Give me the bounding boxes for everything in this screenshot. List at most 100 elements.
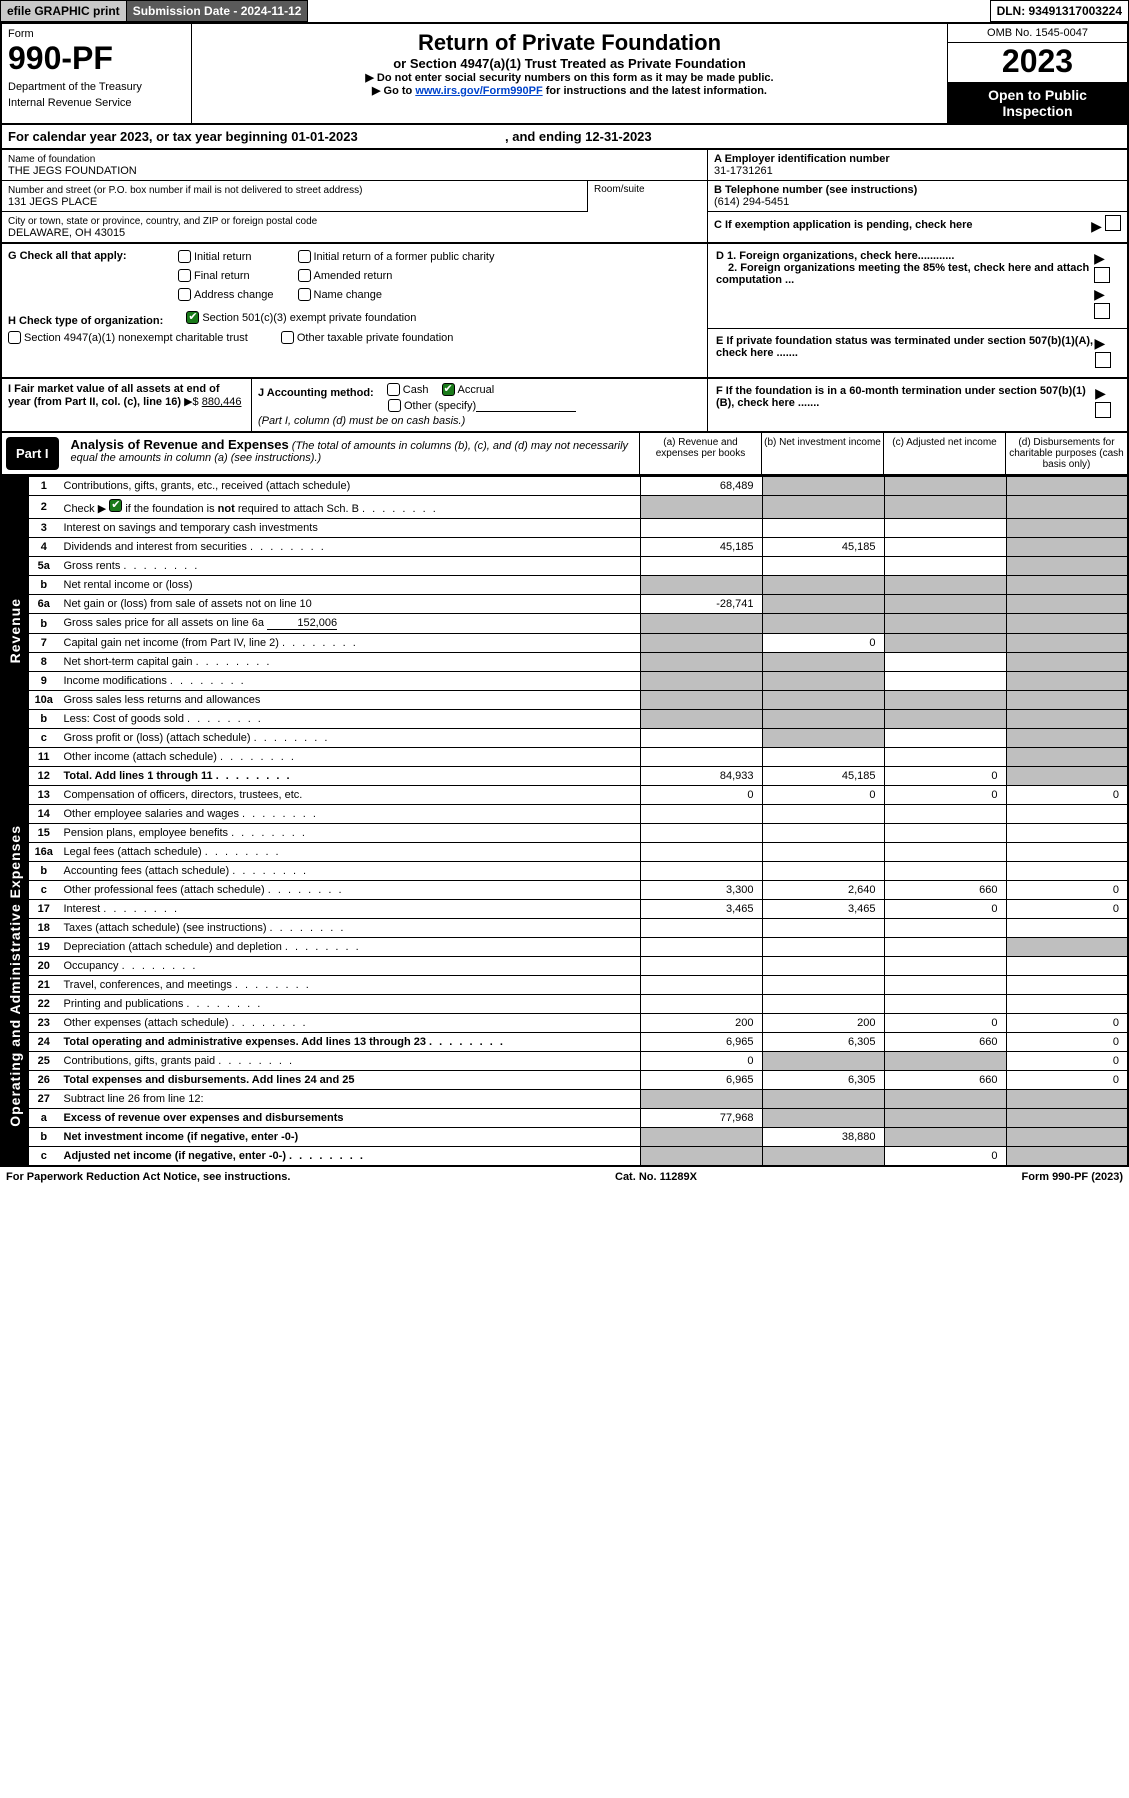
name-label: Name of foundation — [8, 154, 95, 165]
opt-cash: Cash — [403, 384, 429, 396]
form-title: Return of Private Foundation — [198, 30, 941, 56]
opt-4947: Section 4947(a)(1) nonexempt charitable … — [24, 332, 248, 344]
chk-accrual[interactable] — [442, 383, 455, 396]
i-value: 880,446 — [202, 396, 242, 408]
note-goto-a: ▶ Go to — [372, 85, 415, 97]
ein-label: A Employer identification number — [714, 153, 890, 165]
d1-checkbox[interactable] — [1094, 267, 1110, 283]
arrow-icon: ▶ — [1094, 250, 1105, 266]
side-label: Revenue — [7, 598, 23, 663]
table-row: 14Other employee salaries and wages — [1, 805, 1128, 824]
efile-label: efile GRAPHIC print — [0, 0, 127, 22]
part-badge: Part I — [6, 437, 59, 470]
opt-accrual: Accrual — [458, 384, 495, 396]
j-note: (Part I, column (d) must be on cash basi… — [258, 415, 465, 427]
table-row: 12Total. Add lines 1 through 11 84,93345… — [1, 767, 1128, 786]
f-label: F If the foundation is in a 60-month ter… — [716, 385, 1095, 409]
table-row: cAdjusted net income (if negative, enter… — [1, 1147, 1128, 1167]
opt-name: Name change — [314, 289, 383, 301]
opt-initial-former: Initial return of a former public charit… — [314, 251, 495, 263]
table-row: 17Interest 3,4653,46500 — [1, 900, 1128, 919]
chk-other-tax[interactable] — [281, 331, 294, 344]
c-checkbox[interactable] — [1105, 215, 1121, 231]
ein-value: 31-1731261 — [714, 165, 773, 177]
j-label: J Accounting method: — [258, 387, 374, 399]
table-row: Operating and Administrative Expenses13C… — [1, 786, 1128, 805]
table-row: 3Interest on savings and temporary cash … — [1, 519, 1128, 538]
table-row: cGross profit or (loss) (attach schedule… — [1, 729, 1128, 748]
arrow-icon: ▶ — [1095, 335, 1106, 351]
omb-number: OMB No. 1545-0047 — [948, 24, 1127, 43]
chk-initial-former[interactable] — [298, 250, 311, 263]
part-title: Analysis of Revenue and Expenses — [71, 437, 289, 452]
opt-501c3: Section 501(c)(3) exempt private foundat… — [202, 312, 416, 324]
table-row: 26Total expenses and disbursements. Add … — [1, 1071, 1128, 1090]
form-url-link[interactable]: www.irs.gov/Form990PF — [415, 85, 542, 97]
foundation-name: THE JEGS FOUNDATION — [8, 165, 137, 177]
opt-final: Final return — [194, 270, 250, 282]
table-row: 6aNet gain or (loss) from sale of assets… — [1, 595, 1128, 614]
room-suite-label: Room/suite — [587, 181, 707, 212]
table-row: 11Other income (attach schedule) — [1, 748, 1128, 767]
table-row: 7Capital gain net income (from Part IV, … — [1, 634, 1128, 653]
h-label: H Check type of organization: — [8, 315, 163, 327]
chk-other[interactable] — [388, 399, 401, 412]
table-row: 24Total operating and administrative exp… — [1, 1033, 1128, 1052]
table-row: 10aGross sales less returns and allowanc… — [1, 691, 1128, 710]
foot-right: Form 990-PF (2023) — [1022, 1171, 1124, 1183]
table-row: 16aLegal fees (attach schedule) — [1, 843, 1128, 862]
open-public-badge: Open to Public Inspection — [948, 83, 1127, 123]
form-label: Form — [8, 28, 185, 40]
street-value: 131 JEGS PLACE — [8, 196, 97, 208]
foot-mid: Cat. No. 11289X — [615, 1171, 697, 1183]
opt-other: Other (specify) — [404, 400, 476, 412]
calyear-a: For calendar year 2023, or tax year begi… — [8, 129, 358, 144]
table-row: 27Subtract line 26 from line 12: — [1, 1090, 1128, 1109]
table-row: 4Dividends and interest from securities … — [1, 538, 1128, 557]
table-row: 20Occupancy — [1, 957, 1128, 976]
note-ssn: ▶ Do not enter social security numbers o… — [198, 71, 941, 84]
chk-addr[interactable] — [178, 288, 191, 301]
chk-sch-b[interactable] — [109, 499, 122, 512]
col-b-hdr: (b) Net investment income — [761, 433, 883, 474]
chk-cash[interactable] — [387, 383, 400, 396]
table-row: 19Depreciation (attach schedule) and dep… — [1, 938, 1128, 957]
e-label: E If private foundation status was termi… — [716, 335, 1095, 359]
dept-irs: Internal Revenue Service — [8, 97, 185, 109]
foot-left: For Paperwork Reduction Act Notice, see … — [6, 1171, 290, 1183]
chk-4947[interactable] — [8, 331, 21, 344]
chk-final[interactable] — [178, 269, 191, 282]
street-label: Number and street (or P.O. box number if… — [8, 185, 362, 196]
table-row: cOther professional fees (attach schedul… — [1, 881, 1128, 900]
dept-treasury: Department of the Treasury — [8, 81, 185, 93]
chk-name[interactable] — [298, 288, 311, 301]
chk-initial[interactable] — [178, 250, 191, 263]
calyear-b: , and ending 12-31-2023 — [505, 129, 652, 144]
col-c-hdr: (c) Adjusted net income — [883, 433, 1005, 474]
city-value: DELAWARE, OH 43015 — [8, 227, 125, 239]
dln-label: DLN: 93491317003224 — [990, 0, 1129, 22]
table-row: 23Other expenses (attach schedule) 20020… — [1, 1014, 1128, 1033]
chk-501c3[interactable] — [186, 311, 199, 324]
table-row: bLess: Cost of goods sold — [1, 710, 1128, 729]
side-label: Operating and Administrative Expenses — [7, 825, 23, 1127]
table-row: aExcess of revenue over expenses and dis… — [1, 1109, 1128, 1128]
g-label: G Check all that apply: — [8, 250, 178, 301]
col-a-hdr: (a) Revenue and expenses per books — [639, 433, 761, 474]
form-subtitle: or Section 4947(a)(1) Trust Treated as P… — [198, 56, 941, 71]
table-row: 2Check ▶ if the foundation is not requir… — [1, 496, 1128, 519]
table-row: 25Contributions, gifts, grants paid 00 — [1, 1052, 1128, 1071]
d2-label: 2. Foreign organizations meeting the 85%… — [716, 262, 1089, 286]
chk-amended[interactable] — [298, 269, 311, 282]
table-row: 5aGross rents — [1, 557, 1128, 576]
f-checkbox[interactable] — [1095, 402, 1111, 418]
opt-initial: Initial return — [194, 251, 251, 263]
table-row: 8Net short-term capital gain — [1, 653, 1128, 672]
e-checkbox[interactable] — [1095, 352, 1111, 368]
d2-checkbox[interactable] — [1094, 303, 1110, 319]
form-number: 990-PF — [8, 40, 185, 77]
d1-label: D 1. Foreign organizations, check here..… — [716, 250, 954, 262]
col-d-hdr: (d) Disbursements for charitable purpose… — [1005, 433, 1127, 474]
opt-addr: Address change — [194, 289, 274, 301]
phone-value: (614) 294-5451 — [714, 196, 789, 208]
